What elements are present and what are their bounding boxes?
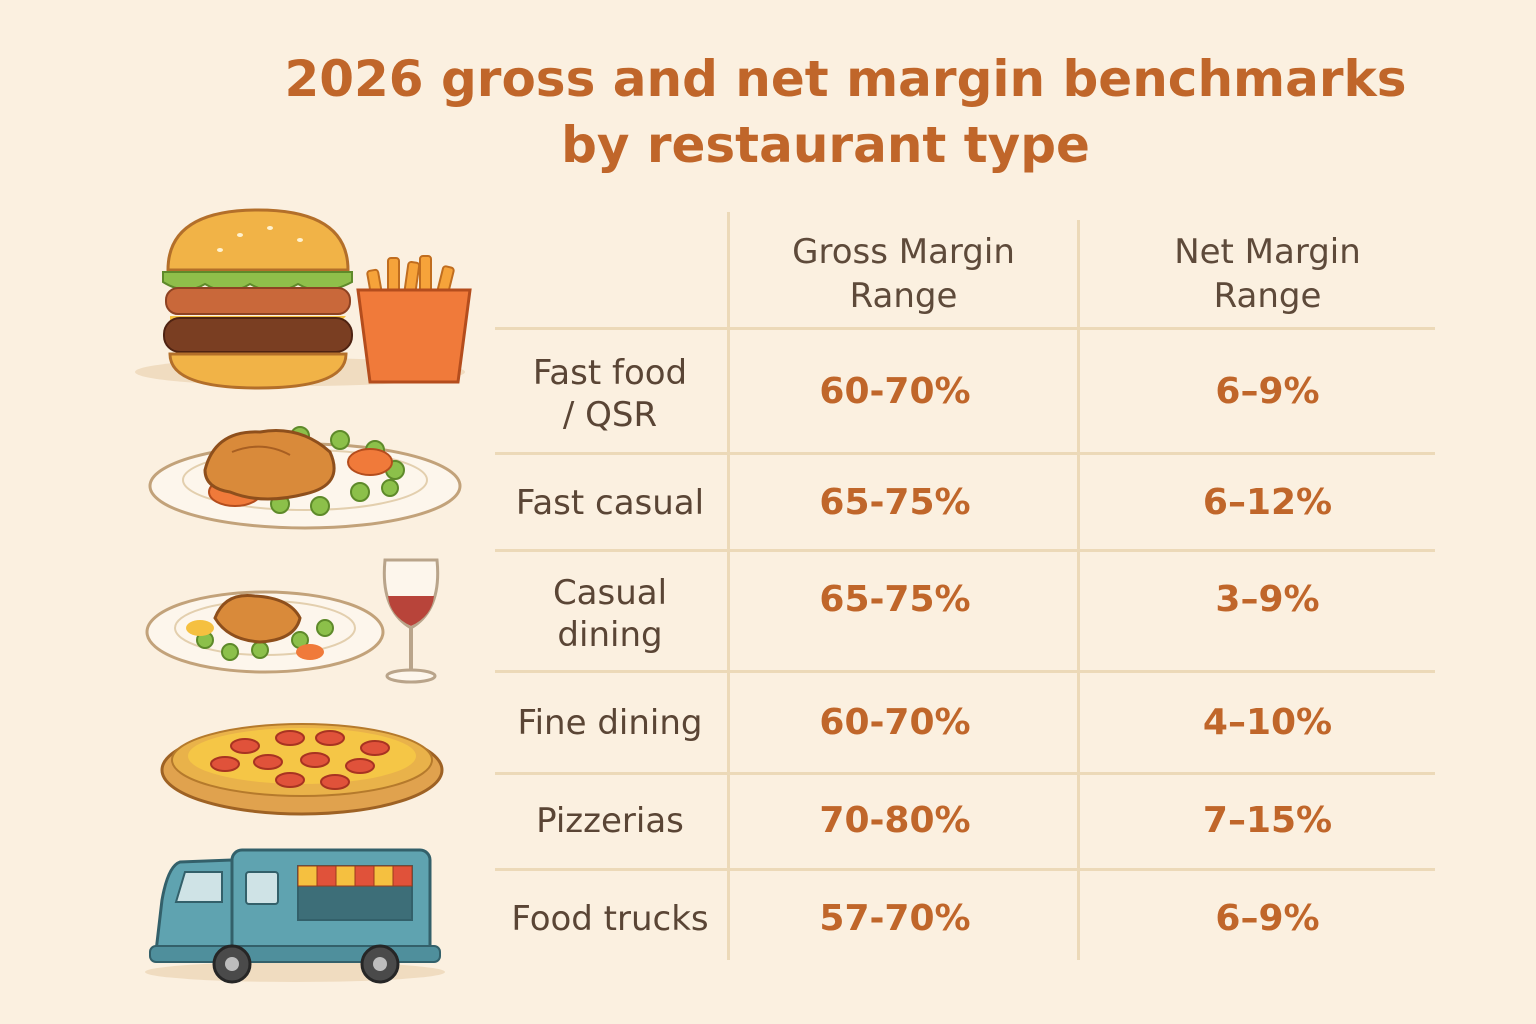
row-label-fast-casual: Fast casual — [515, 483, 705, 523]
row-label-line: Fast food — [532, 353, 688, 393]
row-divider — [495, 868, 1435, 871]
net-value: 3–9% — [1215, 579, 1320, 620]
row-label-fine-dining: Fine dining — [517, 703, 703, 743]
row-divider — [495, 452, 1435, 455]
net-value: 4–10% — [1202, 702, 1333, 743]
net-value: 6–9% — [1215, 898, 1320, 939]
header-gross-margin: Gross Margin Range — [730, 230, 1077, 318]
burger-fries-icon — [135, 208, 472, 390]
row-divider — [495, 670, 1435, 673]
chart-title: 2026 gross and net margin benchmarks by … — [0, 46, 1536, 178]
row-divider — [495, 327, 1435, 330]
row-label-casual-dining: Casual dining — [495, 572, 725, 656]
net-value: 6–9% — [1215, 371, 1320, 412]
net-value: 6–12% — [1202, 482, 1333, 523]
food-truck-icon — [145, 848, 445, 984]
gross-value: 65-75% — [819, 579, 971, 620]
chicken-plate-icon — [148, 426, 462, 530]
header-net-line-2: Range — [1213, 276, 1322, 316]
title-line-1: 2026 gross and net margin benchmarks — [284, 50, 1407, 108]
row-label-food-trucks: Food trucks — [511, 899, 709, 939]
pizza-icon — [160, 723, 444, 816]
header-gross-line-1: Gross Margin — [792, 232, 1015, 272]
header-gross-line-2: Range — [849, 276, 958, 316]
row-label-pizzerias: Pizzerias — [536, 801, 684, 841]
gross-value: 57-70% — [819, 898, 971, 939]
row-label-line: dining — [557, 615, 663, 655]
column-divider-1 — [727, 212, 730, 960]
food-illustrations — [135, 208, 472, 984]
row-label-line: / QSR — [562, 395, 658, 435]
gross-value: 65-75% — [819, 482, 971, 523]
row-label-line: Casual — [552, 573, 668, 613]
row-divider — [495, 772, 1435, 775]
row-divider — [495, 549, 1435, 552]
plate-wine-icon — [145, 558, 440, 684]
gross-value: 60-70% — [819, 371, 971, 412]
header-net-margin: Net Margin Range — [1080, 230, 1455, 318]
header-net-line-1: Net Margin — [1174, 232, 1361, 272]
net-value: 7–15% — [1202, 800, 1333, 841]
row-label-fast-food: Fast food / QSR — [495, 352, 725, 436]
title-line-2: by restaurant type — [561, 116, 1090, 174]
gross-value: 70-80% — [819, 800, 971, 841]
column-divider-2 — [1077, 220, 1080, 960]
gross-value: 60-70% — [819, 702, 971, 743]
